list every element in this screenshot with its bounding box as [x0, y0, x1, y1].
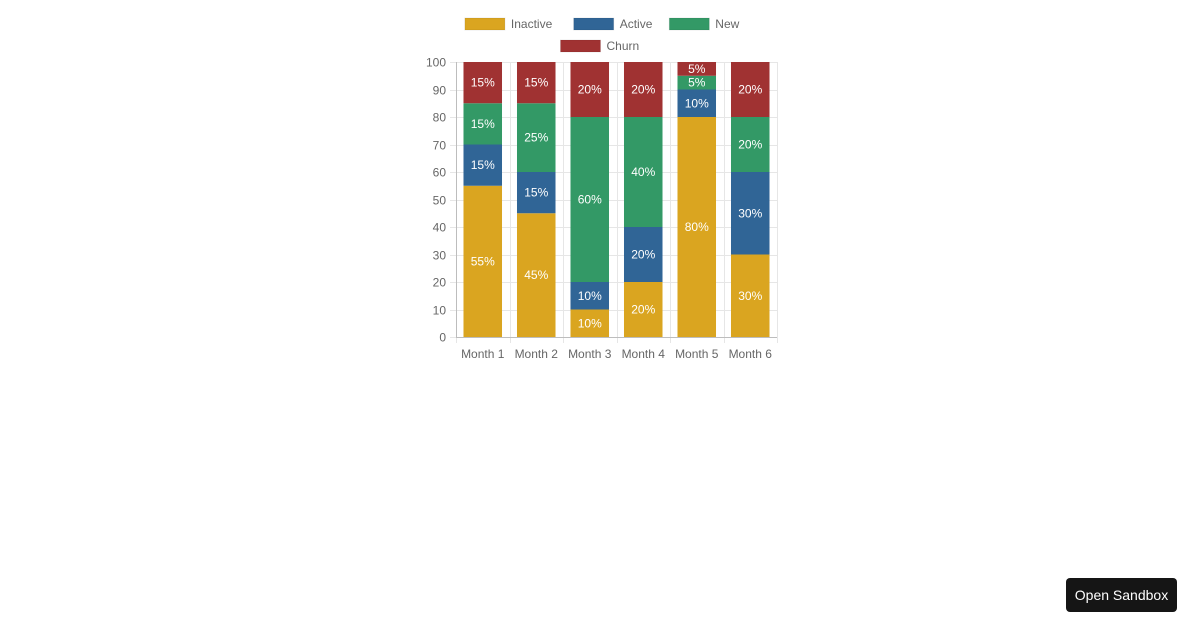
bar-active-month-4 [623, 227, 663, 282]
bar-inactive-month-5 [677, 117, 717, 337]
chart-axes: 0 10 20 30 40 50 60 70 80 90 100 Month 1 Month 2 Mont… [426, 56, 777, 361]
data-label-new-month-1: 15% [471, 117, 495, 131]
y-tick-label: 100 [426, 56, 446, 70]
x-tick-label-month-6: Month 6 [729, 347, 773, 361]
x-tick-label-month-2: Month 2 [515, 347, 559, 361]
x-tick-label-month-1: Month 1 [461, 347, 505, 361]
y-tick-label: 80 [433, 111, 447, 125]
y-tick-label: 30 [433, 249, 447, 263]
bar-new-month-3 [570, 117, 610, 282]
bar-inactive-month-2 [516, 213, 556, 337]
data-label-inactive-month-2: 45% [524, 268, 548, 282]
data-label-new-month-3: 60% [578, 193, 602, 207]
legend-label-inactive: Inactive [511, 17, 553, 31]
y-tick-label: 90 [433, 84, 447, 98]
legend-label-churn: Churn [607, 39, 640, 53]
chart-data-labels: 55% 15% 15% 15% 45% 15% 25% 15% 10% 10% 60% 20% 20% 2… [471, 62, 763, 330]
bar-active-month-2 [516, 172, 556, 214]
bar-inactive-month-6 [730, 254, 770, 337]
data-label-new-month-4: 40% [631, 165, 655, 179]
y-tick-label: 20 [433, 276, 447, 290]
legend-swatch-churn [560, 39, 601, 53]
data-label-inactive-month-4: 20% [631, 303, 655, 317]
bar-inactive-month-3 [570, 309, 610, 337]
y-tick-label: 10 [433, 304, 447, 318]
x-tick-label-month-3: Month 3 [568, 347, 612, 361]
data-label-churn-month-1: 15% [471, 76, 495, 90]
data-label-active-month-3: 10% [578, 289, 602, 303]
y-tick-label: 50 [433, 194, 447, 208]
bar-inactive-month-4 [623, 282, 663, 337]
bar-churn-month-5 [677, 62, 717, 76]
data-label-churn-month-5: 5% [688, 62, 706, 76]
bar-active-month-1 [463, 144, 503, 186]
bar-new-month-6 [730, 117, 770, 172]
bar-churn-month-6 [730, 62, 770, 117]
data-label-active-month-6: 30% [738, 206, 762, 220]
legend-swatch-new [668, 17, 710, 31]
data-label-active-month-2: 15% [524, 186, 548, 200]
y-tick-label: 40 [433, 221, 447, 235]
data-label-new-month-2: 25% [524, 131, 548, 145]
y-tick-label: 0 [439, 331, 446, 345]
bar-inactive-month-1 [463, 185, 503, 337]
y-tick-label: 60 [433, 166, 447, 180]
bar-new-month-2 [516, 103, 556, 172]
data-label-inactive-month-3: 10% [578, 316, 602, 330]
data-label-inactive-month-5: 80% [685, 220, 709, 234]
bar-churn-month-1 [463, 62, 503, 104]
chart-bars [463, 62, 770, 337]
bar-active-month-5 [677, 89, 717, 117]
data-label-churn-month-3: 20% [578, 83, 602, 97]
data-label-churn-month-4: 20% [631, 83, 655, 97]
bar-churn-month-2 [516, 62, 556, 104]
data-label-active-month-5: 10% [685, 96, 709, 110]
data-label-churn-month-6: 20% [738, 83, 762, 97]
data-label-new-month-6: 20% [738, 138, 762, 152]
y-tick-label: 70 [433, 139, 447, 153]
bar-active-month-6 [730, 172, 770, 255]
legend-label-active: Active [620, 17, 653, 31]
legend-label-new: New [715, 17, 739, 31]
bar-active-month-3 [570, 282, 610, 310]
data-label-new-month-5: 5% [688, 76, 706, 90]
legend-swatch-inactive [464, 17, 506, 31]
bar-churn-month-3 [570, 62, 610, 117]
data-label-active-month-4: 20% [631, 248, 655, 262]
data-label-inactive-month-6: 30% [738, 289, 762, 303]
data-label-inactive-month-1: 55% [471, 254, 495, 268]
legend-swatch-active [573, 17, 615, 31]
bar-new-month-1 [463, 103, 503, 145]
bar-new-month-4 [623, 117, 663, 227]
data-label-active-month-1: 15% [471, 158, 495, 172]
data-label-churn-month-2: 15% [524, 76, 548, 90]
bar-churn-month-4 [623, 62, 663, 117]
x-tick-label-month-4: Month 4 [622, 347, 666, 361]
x-tick-label-month-5: Month 5 [675, 347, 719, 361]
open-sandbox-button[interactable]: Open Sandbox [1066, 578, 1177, 612]
bar-new-month-5 [677, 75, 717, 90]
chart-legend: Inactive Active New Churn [464, 17, 740, 53]
